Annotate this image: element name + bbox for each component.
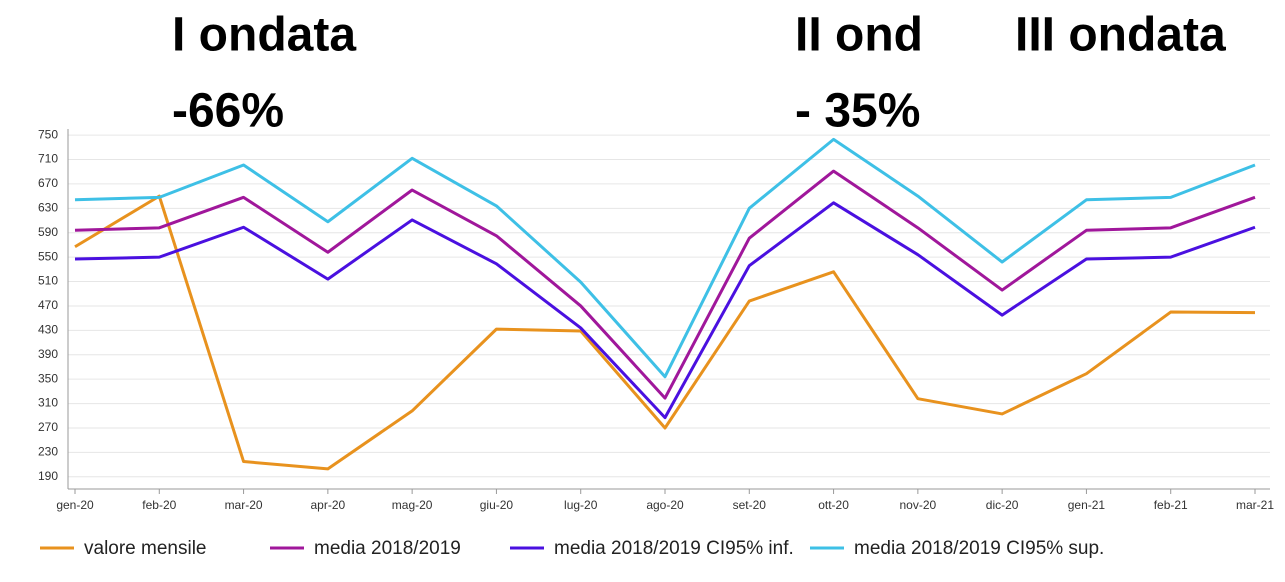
series-line [74, 201, 1256, 420]
annotation: - 35% [795, 85, 920, 138]
x-tick-label: feb-20 [142, 498, 176, 512]
x-tick-label: giu-20 [480, 498, 514, 512]
y-tick-label: 750 [38, 127, 58, 141]
series-line [74, 137, 1256, 379]
x-tick-label: ago-20 [646, 498, 684, 512]
x-tick-label: mag-20 [392, 498, 433, 512]
legend-label: media 2018/2019 CI95% inf. [554, 538, 794, 559]
annotation: -66% [172, 85, 284, 138]
series-line [74, 194, 1256, 471]
x-tick-label: set-20 [733, 498, 767, 512]
x-tick-label: mar-21 [1236, 498, 1274, 512]
legend-label: valore mensile [84, 538, 207, 559]
x-tick-label: mar-20 [225, 498, 263, 512]
annotation: III ondata [1015, 9, 1226, 62]
x-tick-label: gen-21 [1068, 498, 1106, 512]
y-tick-label: 190 [38, 469, 58, 483]
x-tick-label: dic-20 [986, 498, 1019, 512]
legend-label: media 2018/2019 [314, 538, 461, 559]
y-tick-label: 310 [38, 396, 58, 410]
legend-label: media 2018/2019 CI95% sup. [854, 538, 1104, 559]
x-tick-label: gen-20 [56, 498, 94, 512]
x-tick-label: lug-20 [564, 498, 598, 512]
y-tick-label: 270 [38, 420, 58, 434]
x-tick-label: nov-20 [900, 498, 937, 512]
y-tick-label: 550 [38, 249, 58, 263]
y-tick-label: 590 [38, 225, 58, 239]
y-tick-label: 230 [38, 445, 58, 459]
y-tick-label: 670 [38, 176, 58, 190]
y-tick-label: 390 [38, 347, 58, 361]
series-line [74, 169, 1256, 400]
annotation: I ondata [172, 9, 356, 62]
y-tick-label: 430 [38, 323, 58, 337]
y-tick-label: 510 [38, 274, 58, 288]
y-tick-label: 350 [38, 371, 58, 385]
x-tick-label: apr-20 [311, 498, 346, 512]
y-tick-label: 710 [38, 152, 58, 166]
x-tick-label: feb-21 [1154, 498, 1188, 512]
y-tick-label: 630 [38, 200, 58, 214]
annotation: II ond [795, 9, 923, 62]
y-tick-label: 470 [38, 298, 58, 312]
x-tick-label: ott-20 [818, 498, 849, 512]
